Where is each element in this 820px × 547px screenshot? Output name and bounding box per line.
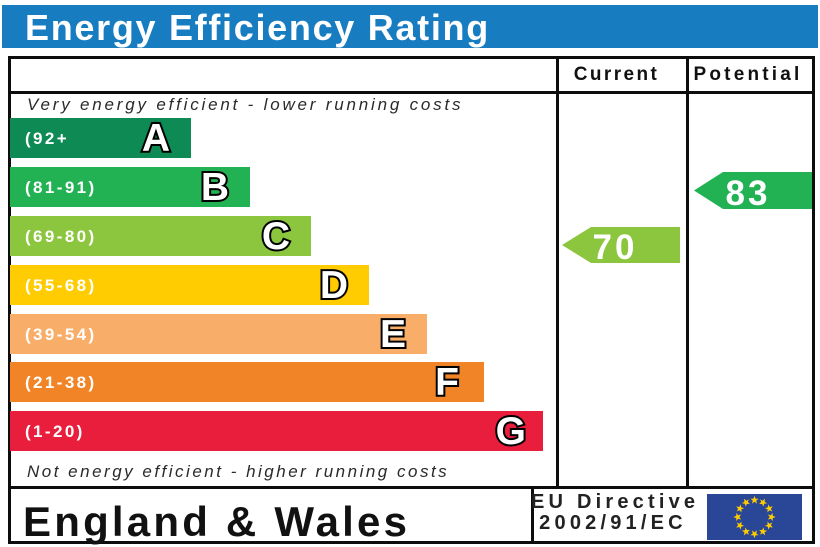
svg-text:D: D <box>320 264 348 307</box>
svg-text:E: E <box>380 313 406 356</box>
svg-text:F: F <box>435 361 459 404</box>
svg-text:G: G <box>496 410 526 453</box>
svg-text:A: A <box>142 117 170 160</box>
svg-text:C: C <box>262 215 290 258</box>
svg-text:83: 83 <box>726 174 771 209</box>
svg-text:B: B <box>201 166 229 209</box>
svg-text:70: 70 <box>593 228 638 263</box>
